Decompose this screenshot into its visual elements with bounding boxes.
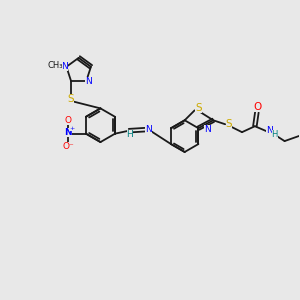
Text: O: O bbox=[254, 102, 262, 112]
Text: H: H bbox=[272, 130, 278, 139]
Text: O: O bbox=[64, 116, 71, 125]
Text: N: N bbox=[204, 125, 211, 134]
Text: +: + bbox=[69, 126, 75, 131]
Text: H: H bbox=[127, 130, 133, 139]
Text: N: N bbox=[146, 125, 152, 134]
Text: S: S bbox=[195, 103, 202, 113]
Text: N: N bbox=[266, 126, 273, 135]
Text: N: N bbox=[64, 128, 72, 137]
Text: CH₃: CH₃ bbox=[48, 61, 63, 70]
Text: N: N bbox=[85, 77, 92, 86]
Text: S: S bbox=[68, 94, 74, 104]
Text: O⁻: O⁻ bbox=[62, 142, 74, 151]
Text: N: N bbox=[61, 62, 68, 71]
Text: S: S bbox=[226, 119, 232, 129]
